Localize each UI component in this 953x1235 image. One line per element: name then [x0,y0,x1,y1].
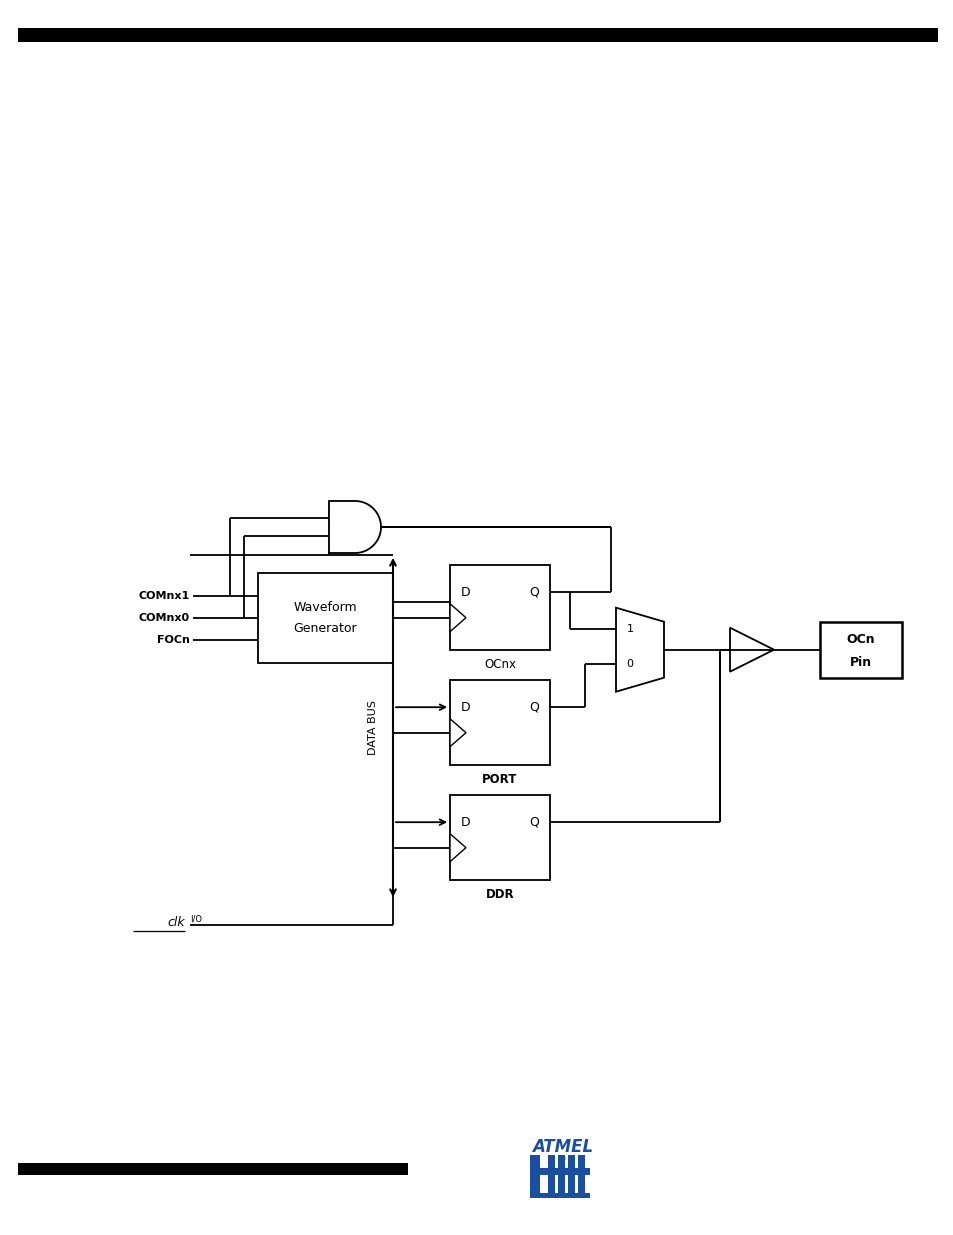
Bar [450,795,550,881]
Text: PORT: PORT [482,773,517,785]
Polygon shape [450,604,465,631]
Text: D: D [460,585,471,599]
Bar [530,1155,540,1193]
Text: OCn: OCn [846,634,875,646]
Text: FOCn: FOCn [157,635,190,645]
Text: COMnx1: COMnx1 [138,592,190,601]
Polygon shape [450,834,465,862]
Text: D: D [460,815,471,829]
Text: ®: ® [558,1156,566,1165]
Polygon shape [329,501,380,553]
Text: ATMEL: ATMEL [532,1137,593,1156]
Bar [547,1155,555,1193]
Bar [558,1155,564,1193]
Bar [578,1155,584,1193]
Bar [450,680,550,764]
Text: Q: Q [529,585,538,599]
Bar [450,564,550,650]
Text: OCnx: OCnx [483,657,516,671]
Bar [257,573,393,663]
Text: COMnx0: COMnx0 [139,613,190,622]
Bar [820,621,901,678]
Text: I/O: I/O [190,914,202,923]
Text: Q: Q [529,815,538,829]
Bar [530,1193,589,1198]
Text: DATA BUS: DATA BUS [368,700,377,755]
Text: Q: Q [529,700,538,714]
Bar [329,501,355,553]
Bar [18,28,937,42]
Bar [18,1163,408,1174]
Bar [530,1168,589,1174]
Polygon shape [616,608,663,692]
Text: 0: 0 [626,658,633,668]
Text: D: D [460,700,471,714]
Polygon shape [729,627,773,672]
Text: clk: clk [167,916,185,930]
Text: Generator: Generator [294,622,357,635]
Text: DDR: DDR [485,888,514,900]
Text: Waveform: Waveform [294,600,357,614]
Bar [567,1155,575,1193]
Text: 1: 1 [626,624,633,634]
Polygon shape [450,719,465,747]
Text: Pin: Pin [849,656,871,668]
